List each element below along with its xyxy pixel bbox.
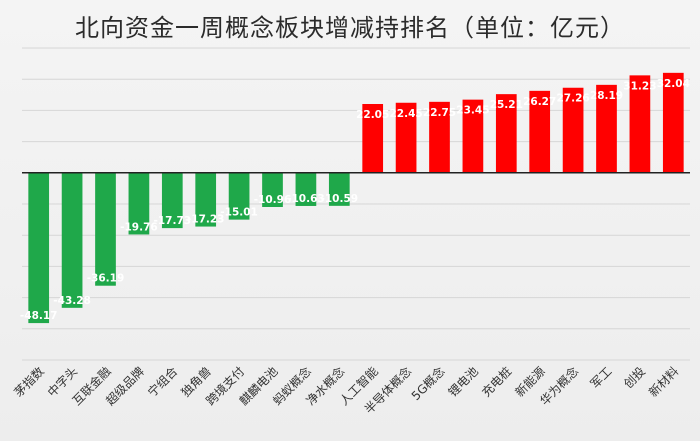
bar [295, 172, 317, 206]
bar [529, 90, 551, 173]
bar [462, 99, 484, 173]
chart-title: 北向资金一周概念板块增减持排名（单位：亿元） [75, 14, 625, 42]
bar [95, 172, 116, 286]
data-label: -17.73 [154, 215, 192, 227]
bar [495, 94, 517, 173]
bar [429, 101, 450, 173]
bar [362, 104, 384, 173]
data-label: -43.28 [53, 295, 91, 307]
bar [128, 172, 150, 235]
data-label: -36.19 [87, 273, 125, 285]
bar [262, 172, 283, 207]
data-label: -17.23 [187, 214, 225, 226]
data-label: -10.96 [254, 194, 292, 206]
data-label: -15.01 [220, 207, 258, 219]
data-label: 31.23 [623, 80, 656, 92]
data-label: 27.26 [556, 93, 589, 105]
bar [28, 172, 50, 324]
bar [161, 172, 183, 229]
data-label: -10.59 [321, 193, 359, 205]
data-label: -48.17 [20, 310, 58, 322]
category-label: 新材料 [645, 364, 681, 400]
data-label: 22.75 [423, 107, 456, 119]
category-label: 充电桩 [478, 364, 514, 400]
data-label: 32.04 [657, 78, 690, 90]
bar [629, 75, 651, 173]
bar [328, 172, 350, 206]
data-label: 22.05 [356, 109, 389, 121]
data-label: 25.21 [490, 99, 523, 111]
data-label: -10.63 [287, 193, 325, 205]
bar [562, 87, 584, 173]
data-label: 28.19 [590, 90, 623, 102]
data-label: 26.27 [523, 96, 556, 108]
bar [195, 172, 217, 227]
category-label: 创投 [620, 364, 648, 392]
data-label: -19.76 [120, 221, 158, 233]
category-label: 宁组合 [144, 364, 180, 400]
category-label: 茅指数 [11, 364, 47, 400]
bar [228, 172, 250, 220]
category-label: 锂电池 [445, 364, 481, 400]
bar [395, 102, 417, 173]
bar [662, 72, 684, 173]
bar [596, 84, 617, 173]
data-label: 22.45 [389, 108, 422, 120]
category-label: 军工 [588, 364, 615, 391]
category-label: 5G概念 [408, 364, 448, 404]
data-label: 23.45 [456, 105, 489, 117]
bar [61, 172, 83, 308]
